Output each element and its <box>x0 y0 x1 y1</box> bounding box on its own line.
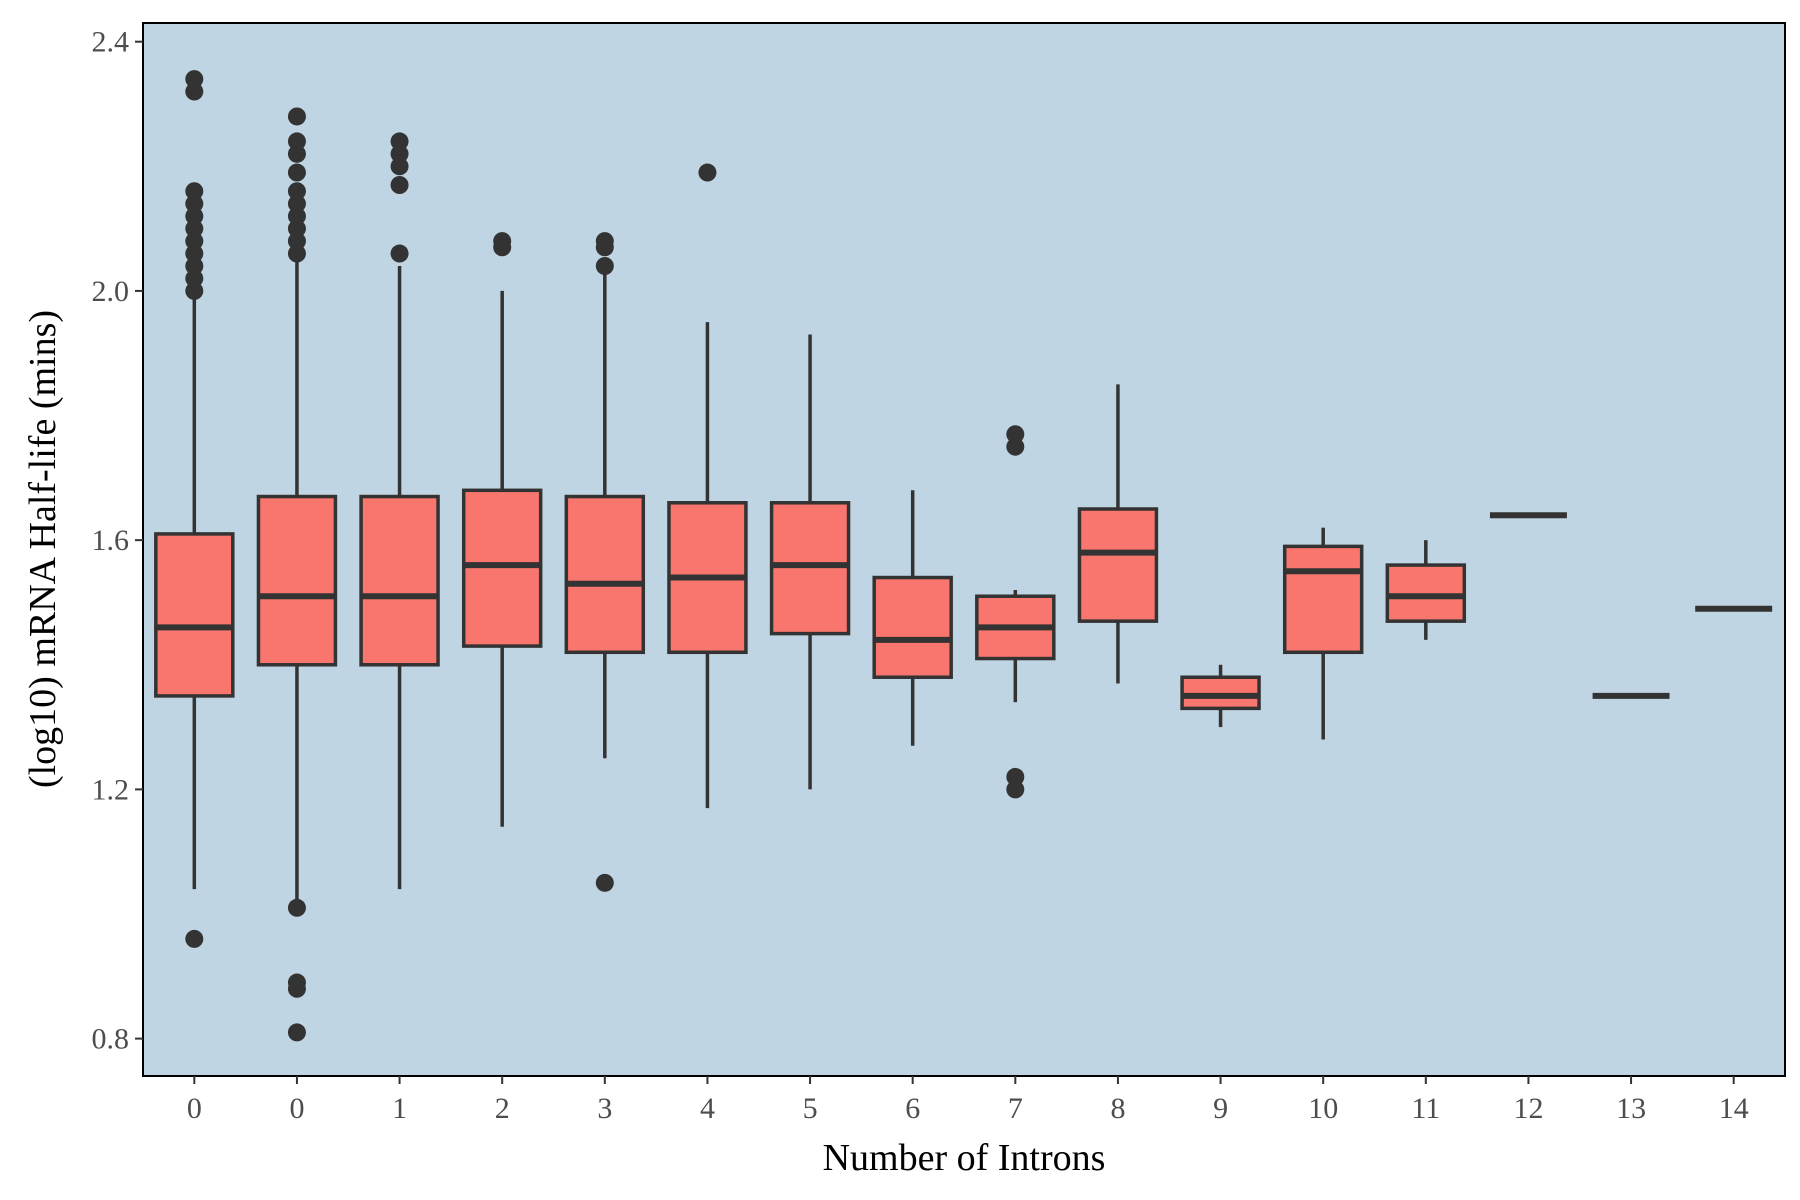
y-tick-label: 0.8 <box>92 1023 130 1056</box>
y-tick-label: 1.2 <box>92 773 130 806</box>
x-tick-label: 5 <box>803 1092 818 1125</box>
box-iqr <box>769 501 851 636</box>
outlier-point <box>595 257 614 275</box>
outlier-point <box>287 194 306 213</box>
outlier-point <box>287 107 306 126</box>
outlier-point <box>287 182 306 201</box>
outlier-point <box>185 929 204 948</box>
outlier-point <box>287 244 306 263</box>
outlier-point <box>185 281 204 300</box>
outlier-point <box>287 144 306 163</box>
outlier-point <box>390 144 409 163</box>
outlier-point <box>287 219 306 238</box>
x-tick-label: 13 <box>1616 1092 1646 1125</box>
outlier-point <box>185 70 204 89</box>
outlier-point <box>390 132 409 151</box>
x-tick-label: 0 <box>289 1092 304 1125</box>
outlier-point <box>287 1023 306 1042</box>
box-iqr <box>154 532 235 698</box>
x-tick-label: 4 <box>700 1092 715 1125</box>
outlier-point <box>493 232 512 251</box>
outlier-point <box>287 898 306 917</box>
outlier-point <box>185 257 204 275</box>
box-iqr <box>1077 507 1159 623</box>
y-tick-label: 1.6 <box>92 524 130 557</box>
box-group-9 <box>1180 664 1261 728</box>
x-tick-label: 10 <box>1308 1092 1338 1125</box>
box-iqr <box>564 494 646 655</box>
box-group-5 <box>769 334 851 790</box>
outlier-point <box>287 207 306 226</box>
box-iqr <box>872 575 953 679</box>
x-tick-label: 8 <box>1110 1092 1125 1125</box>
box-group-6 <box>872 490 953 746</box>
outlier-point <box>390 176 409 194</box>
box-group-4 <box>667 163 748 809</box>
x-tick-label: 2 <box>495 1092 510 1125</box>
x-axis-title: Number of Introns <box>823 1137 1106 1179</box>
y-tick-label: 2.0 <box>92 275 130 308</box>
outlier-point <box>595 232 614 251</box>
box-group-8 <box>1077 384 1159 684</box>
box-group-10 <box>1282 527 1364 740</box>
box-group-1 <box>359 132 440 890</box>
x-tick-label: 14 <box>1719 1092 1749 1125</box>
x-tick-label: 7 <box>1008 1092 1023 1125</box>
box-group-0 <box>154 70 235 948</box>
box-group-2 <box>461 232 543 827</box>
y-axis-title: (log10) mRNA Half-life (mins) <box>22 310 64 788</box>
x-tick-label: 1 <box>392 1092 407 1125</box>
box-iqr <box>256 494 338 667</box>
box-iqr <box>1180 675 1261 711</box>
box-group-7 <box>975 425 1056 799</box>
outlier-point <box>1006 767 1025 786</box>
outlier-point <box>185 244 204 263</box>
outlier-point <box>287 232 306 251</box>
outlier-point <box>185 219 204 238</box>
y-tick-label: 2.4 <box>92 26 130 59</box>
x-tick-label: 11 <box>1411 1092 1440 1125</box>
outlier-point <box>287 163 306 182</box>
outlier-point <box>185 82 204 101</box>
x-axis: 0 0 1 2 3 4 5 6 7 8 9 10 11 12 13 14 <box>187 1076 1749 1125</box>
x-tick-label: 9 <box>1213 1092 1228 1125</box>
box-iqr <box>461 488 543 648</box>
outlier-point <box>390 244 409 263</box>
box-group-3 <box>564 232 646 892</box>
outlier-point <box>185 207 204 226</box>
box-iqr <box>1282 544 1364 655</box>
outlier-point <box>185 182 204 201</box>
outlier-point <box>185 232 204 251</box>
outlier-point <box>1006 425 1025 444</box>
x-tick-label: 3 <box>597 1092 612 1125</box>
outlier-point <box>698 163 717 182</box>
box-iqr <box>1385 563 1467 623</box>
outlier-point <box>185 194 204 213</box>
x-tick-label: 6 <box>905 1092 920 1125</box>
box-series <box>154 70 1773 1042</box>
outlier-point <box>595 873 614 892</box>
outlier-point <box>287 973 306 992</box>
box-group-11 <box>1385 540 1467 640</box>
outlier-point <box>185 269 204 288</box>
x-tick-label: 12 <box>1513 1092 1543 1125</box>
y-axis: 0.8 1.2 1.6 2.0 2.4 <box>92 26 143 1056</box>
x-tick-label: 0 <box>187 1092 202 1125</box>
box-iqr <box>359 494 440 667</box>
outlier-point <box>390 157 409 176</box>
box-group-0 <box>256 107 338 1042</box>
outlier-point <box>1006 437 1025 456</box>
outlier-point <box>287 132 306 151</box>
outlier-point <box>1006 780 1025 799</box>
